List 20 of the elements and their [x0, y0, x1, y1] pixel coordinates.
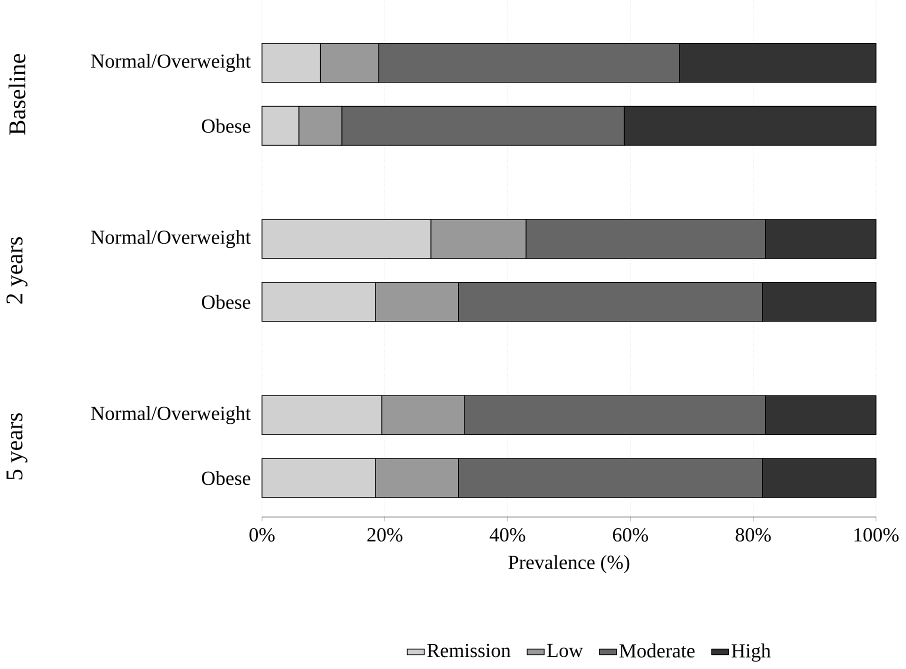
legend-label: High: [732, 644, 771, 662]
text: Baseline: [8, 54, 26, 135]
text: 5 years: [6, 413, 28, 480]
x-tick-label: 20%: [367, 528, 402, 542]
x-axis-title: Prevalence (%): [508, 555, 630, 574]
y-tick-label: Normal/Overweight: [91, 54, 251, 72]
legend-label: Moderate: [619, 644, 695, 658]
y-tick-label: Obese: [202, 471, 250, 486]
x-tick-label: 80%: [736, 528, 771, 542]
x-tick-label: 40%: [490, 528, 526, 542]
y-tick-label: Obese: [202, 294, 250, 309]
x-tick-label: 60%: [613, 528, 648, 542]
y-tick-label: Obese: [202, 118, 250, 133]
x-tick-label: 0%: [249, 528, 275, 542]
text: 2 years: [6, 237, 28, 304]
y-tick-label: Normal/Overweight: [91, 406, 251, 424]
legend-label: Remission: [427, 644, 511, 658]
x-tick-label: 100%: [854, 528, 899, 542]
legend-label: Low: [547, 644, 584, 658]
y-tick-label: Normal/Overweight: [91, 230, 251, 248]
